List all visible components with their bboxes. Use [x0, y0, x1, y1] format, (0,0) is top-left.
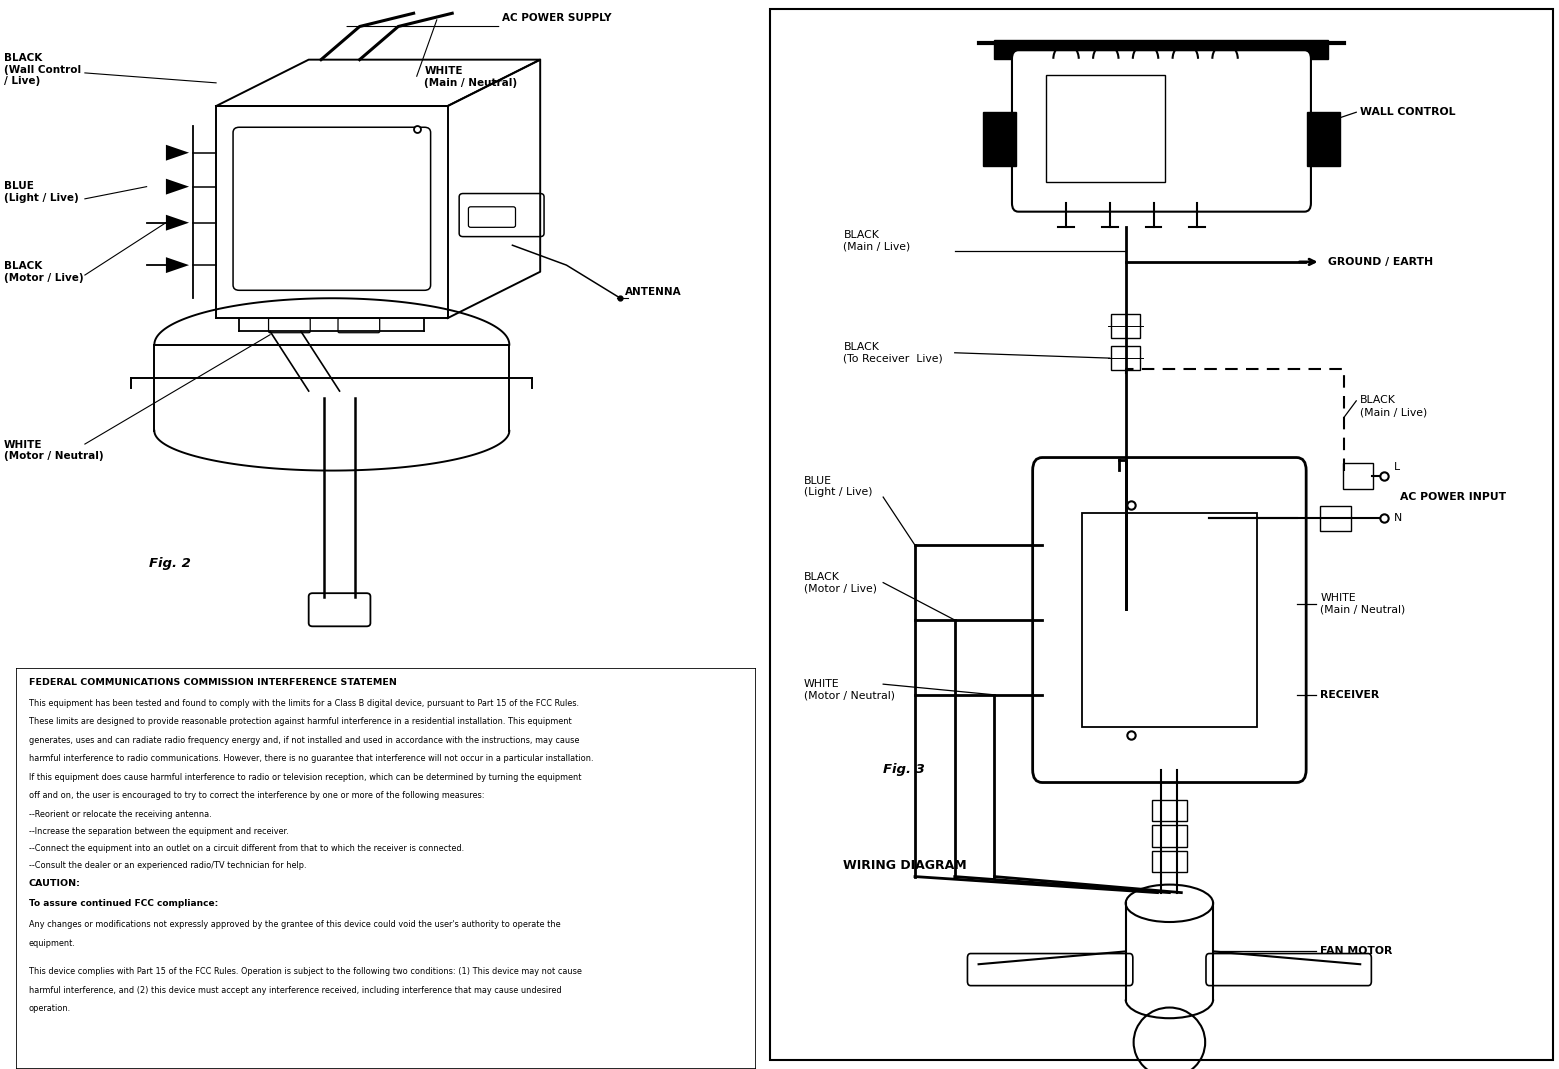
Text: N: N — [1394, 513, 1402, 524]
Text: operation.: operation. — [30, 1004, 72, 1013]
Text: BLACK
(Motor / Live): BLACK (Motor / Live) — [3, 261, 84, 282]
Text: Fig. 2: Fig. 2 — [148, 557, 190, 570]
Text: --Consult the dealer or an experienced radio/TV technician for help.: --Consult the dealer or an experienced r… — [30, 862, 307, 870]
Bar — [1306, 112, 1341, 166]
FancyBboxPatch shape — [1152, 851, 1186, 872]
Text: BLACK
(To Receiver  Live): BLACK (To Receiver Live) — [843, 342, 943, 363]
Text: Any changes or modifications not expressly approved by the grantee of this devic: Any changes or modifications not express… — [30, 920, 561, 929]
Text: harmful interference, and (2) this device must accept any interference received,: harmful interference, and (2) this devic… — [30, 986, 561, 994]
Text: generates, uses and can radiate radio frequency energy and, if not installed and: generates, uses and can radiate radio fr… — [30, 735, 580, 745]
Text: FEDERAL COMMUNICATIONS COMMISSION INTERFERENCE STATEMEN: FEDERAL COMMUNICATIONS COMMISSION INTERF… — [30, 678, 398, 687]
Text: BLACK
(Wall Control
/ Live): BLACK (Wall Control / Live) — [3, 53, 81, 87]
Text: GROUND / EARTH: GROUND / EARTH — [1328, 257, 1434, 267]
FancyBboxPatch shape — [1152, 825, 1186, 847]
Text: BLUE
(Light / Live): BLUE (Light / Live) — [804, 476, 871, 497]
FancyBboxPatch shape — [1152, 800, 1186, 821]
Text: AC POWER INPUT: AC POWER INPUT — [1400, 492, 1506, 502]
Text: These limits are designed to provide reasonable protection against harmful inter: These limits are designed to provide rea… — [30, 717, 572, 727]
Text: CAUTION:: CAUTION: — [30, 879, 81, 887]
Text: WHITE
(Motor / Neutral): WHITE (Motor / Neutral) — [3, 439, 103, 462]
Bar — [982, 112, 1016, 166]
Text: --Connect the equipment into an outlet on a circuit different from that to which: --Connect the equipment into an outlet o… — [30, 845, 465, 853]
FancyBboxPatch shape — [1342, 463, 1373, 489]
Text: FAN MOTOR: FAN MOTOR — [1320, 946, 1392, 957]
Text: WHITE
(Main / Neutral): WHITE (Main / Neutral) — [424, 66, 518, 88]
Text: If this equipment does cause harmful interference to radio or television recepti: If this equipment does cause harmful int… — [30, 773, 582, 781]
Polygon shape — [165, 144, 189, 160]
FancyBboxPatch shape — [460, 193, 544, 236]
Text: WIRING DIAGRAM: WIRING DIAGRAM — [843, 859, 967, 872]
Text: This equipment has been tested and found to comply with the limits for a Class B: This equipment has been tested and found… — [30, 699, 578, 708]
Text: BLUE
(Light / Live): BLUE (Light / Live) — [3, 182, 78, 203]
Text: Fig. 3: Fig. 3 — [882, 763, 924, 776]
Text: AC POWER SUPPLY: AC POWER SUPPLY — [502, 13, 611, 24]
Text: equipment.: equipment. — [30, 939, 76, 948]
Text: To assure continued FCC compliance:: To assure continued FCC compliance: — [30, 899, 218, 909]
FancyBboxPatch shape — [1320, 506, 1350, 531]
Text: RECEIVER: RECEIVER — [1320, 690, 1380, 700]
Text: WALL CONTROL: WALL CONTROL — [1359, 107, 1456, 118]
Polygon shape — [165, 215, 189, 231]
Text: L: L — [1394, 462, 1400, 472]
Text: This device complies with Part 15 of the FCC Rules. Operation is subject to the : This device complies with Part 15 of the… — [30, 967, 582, 976]
Text: BLACK
(Main / Live): BLACK (Main / Live) — [843, 230, 910, 251]
Text: BLACK
(Main / Live): BLACK (Main / Live) — [1359, 396, 1428, 417]
Bar — [995, 40, 1328, 59]
Text: BLACK
(Motor / Live): BLACK (Motor / Live) — [804, 572, 876, 593]
Text: WHITE
(Main / Neutral): WHITE (Main / Neutral) — [1320, 593, 1406, 615]
FancyBboxPatch shape — [1012, 50, 1311, 212]
Text: --Reorient or relocate the receiving antenna.: --Reorient or relocate the receiving ant… — [30, 809, 212, 819]
Text: --Increase the separation between the equipment and receiver.: --Increase the separation between the eq… — [30, 827, 288, 836]
Polygon shape — [165, 179, 189, 195]
Text: WHITE
(Motor / Neutral): WHITE (Motor / Neutral) — [804, 679, 895, 700]
Text: off and on, the user is encouraged to try to correct the interference by one or : off and on, the user is encouraged to tr… — [30, 791, 485, 801]
Text: ANTENNA: ANTENNA — [625, 286, 681, 296]
Polygon shape — [165, 258, 189, 273]
FancyBboxPatch shape — [1032, 458, 1306, 783]
FancyBboxPatch shape — [1112, 346, 1140, 370]
FancyBboxPatch shape — [309, 593, 371, 626]
Text: harmful interference to radio communications. However, there is no guarantee tha: harmful interference to radio communicat… — [30, 755, 594, 763]
FancyBboxPatch shape — [1112, 314, 1140, 338]
